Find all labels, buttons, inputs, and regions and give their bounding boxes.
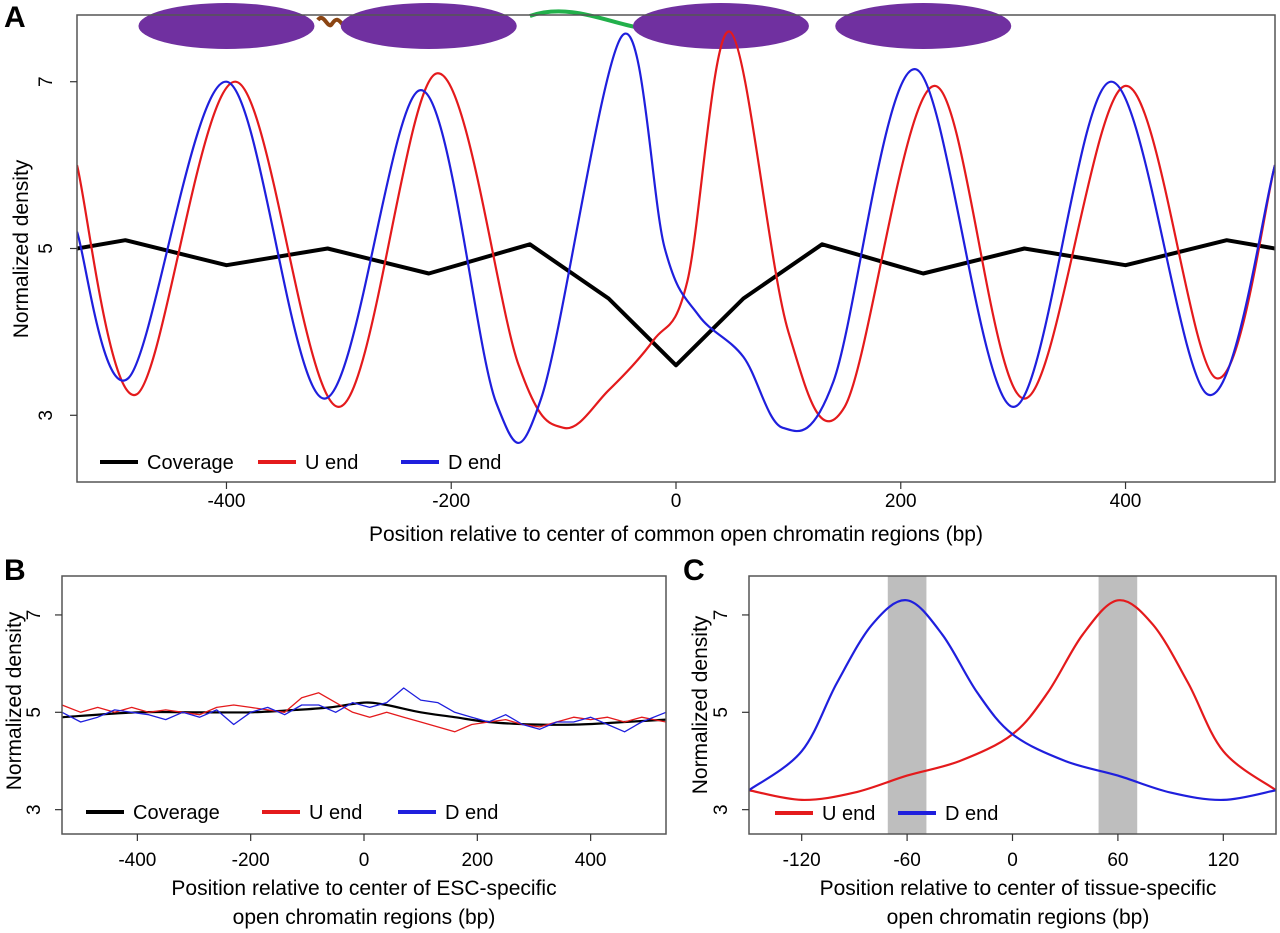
- panel-c-shaded-band: [1098, 576, 1138, 834]
- series-line-u-end: [62, 692, 666, 733]
- panel-c-x-axis-title-line2: open chromatin regions (bp): [887, 906, 1150, 929]
- x-tick-label: 200: [461, 850, 493, 871]
- panel-b-chart: -400 -200 0 200 400 3 5 7 Coverage U end D end P…: [3, 575, 667, 929]
- nucleosome: [835, 3, 1012, 49]
- panel-c-y-axis-title: Normalized density: [689, 615, 712, 794]
- y-tick-label: 3: [36, 410, 57, 421]
- panel-a-plot-frame: [76, 14, 1276, 483]
- y-tick-label: 7: [24, 610, 45, 621]
- legend-label-d-end: D end: [448, 452, 501, 474]
- x-tick-label: 0: [671, 491, 682, 512]
- linker-dna: [316, 16, 346, 28]
- x-tick-label: -400: [118, 850, 156, 871]
- y-tick-label: 3: [24, 804, 45, 815]
- x-tick-label: -200: [232, 850, 270, 871]
- x-tick-label: 0: [1007, 850, 1018, 871]
- y-tick-label: 3: [711, 804, 732, 815]
- legend-label-u-end: U end: [822, 803, 875, 825]
- x-tick-label: 400: [575, 850, 607, 871]
- nucleosome: [138, 3, 315, 49]
- legend-label-coverage: Coverage: [133, 802, 220, 824]
- x-tick-label: -400: [207, 491, 245, 512]
- panel-c-shaded-bands: [887, 576, 1138, 834]
- panel-a-letter: A: [4, 1, 26, 34]
- x-tick-label: -200: [432, 491, 470, 512]
- x-tick-label: 400: [1110, 491, 1142, 512]
- panel-b-letter: B: [4, 554, 26, 587]
- panel-c-plot-frame: [748, 575, 1277, 835]
- series-line-d-end: [62, 687, 666, 733]
- nucleosome: [340, 3, 517, 49]
- panel-c-chart: -120 -60 0 60 120 3 5 7 U end D end Position re…: [689, 575, 1277, 929]
- panel-c-x-axis-title-line1: Position relative to center of tissue-sp…: [820, 877, 1217, 900]
- series-line-d-end: [749, 599, 1276, 802]
- panel-c-legend: U end D end: [775, 803, 998, 825]
- panel-a-x-axis-title: Position relative to center of common op…: [369, 523, 983, 546]
- legend-label-u-end: U end: [309, 802, 362, 824]
- x-tick-label: -60: [893, 850, 920, 871]
- y-tick-label: 7: [36, 76, 57, 87]
- x-tick-label: 60: [1107, 850, 1128, 871]
- y-tick-label: 7: [711, 610, 732, 621]
- x-tick-label: 120: [1207, 850, 1239, 871]
- series-line-coverage: [77, 238, 1275, 368]
- x-tick-label: 200: [885, 491, 917, 512]
- legend-label-d-end: D end: [445, 802, 498, 824]
- y-tick-label: 5: [36, 243, 57, 254]
- x-tick-label: 0: [359, 850, 370, 871]
- y-tick-label: 5: [24, 707, 45, 718]
- panel-b-legend: Coverage U end D end: [86, 802, 498, 824]
- panel-a-chart: -400 -200 0 200 400 3 5 7 Coverage U end D end P…: [10, 3, 1276, 546]
- panel-c-shaded-band: [887, 576, 927, 834]
- nucleosome-diagram: [138, 3, 1012, 49]
- legend-label-d-end: D end: [945, 803, 998, 825]
- legend-label-u-end: U end: [305, 452, 358, 474]
- panel-a-legend: Coverage U end D end: [100, 452, 501, 474]
- x-tick-label: -120: [783, 850, 821, 871]
- series-line-u-end: [749, 599, 1276, 802]
- panel-b-x-axis-title-line2: open chromatin regions (bp): [233, 906, 496, 929]
- panel-a-y-axis-title: Normalized density: [10, 159, 33, 338]
- series-line-u-end: [77, 30, 1275, 430]
- panel-b-x-axis-title-line1: Position relative to center of ESC-speci…: [171, 877, 556, 900]
- panel-c-letter: C: [683, 554, 705, 587]
- nucleosome: [632, 3, 809, 49]
- panel-b-plot-frame: [61, 575, 667, 835]
- legend-label-coverage: Coverage: [147, 452, 234, 474]
- panel-b-y-axis-title: Normalized density: [3, 611, 26, 790]
- series-line-d-end: [77, 32, 1275, 445]
- y-tick-label: 5: [711, 707, 732, 718]
